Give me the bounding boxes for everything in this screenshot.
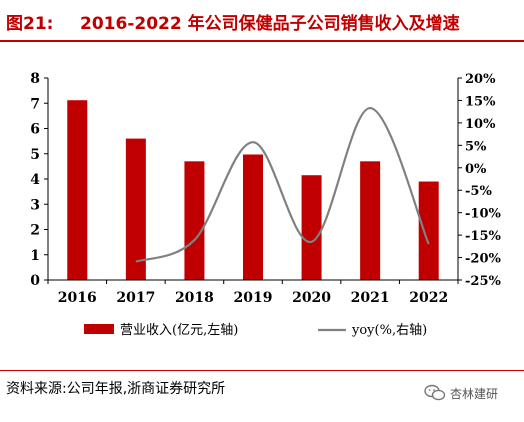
x-tick-label: 2022 [409, 290, 448, 306]
left-tick-label: 3 [30, 197, 40, 213]
bar-2022 [418, 181, 439, 280]
legend-line-label: yoy(%,右轴) [351, 323, 427, 338]
x-tick-label: 2019 [234, 290, 273, 306]
left-tick-label: 7 [30, 96, 40, 112]
left-tick-label: 2 [30, 223, 40, 239]
wechat-icon [424, 384, 446, 401]
watermark: 杏林建研 [424, 384, 498, 402]
bar-2016 [67, 100, 88, 280]
right-tick-label: -10% [465, 207, 501, 222]
x-axis-ticks: 2016 2017 2018 2019 2020 2021 2022 [58, 290, 448, 306]
x-tick-label: 2017 [116, 290, 155, 306]
left-tick-label: 5 [30, 147, 40, 163]
legend-bar-swatch [84, 324, 114, 334]
right-tick-label: -20% [465, 252, 501, 267]
left-tick-label: 6 [30, 122, 40, 138]
source-note: 资料来源:公司年报,浙商证券研究所 [6, 381, 226, 397]
figure-title: 2016-2022 年公司保健品子公司销售收入及增速 [80, 14, 460, 34]
right-tick-label: 0% [465, 162, 487, 177]
watermark-text: 杏林建研 [450, 386, 499, 401]
left-tick-label: 1 [30, 248, 40, 264]
left-tick-label: 8 [30, 71, 40, 87]
footer-rule [0, 370, 524, 371]
figure-header: 图21: 2016-2022 年公司保健品子公司销售收入及增速 [0, 0, 524, 40]
right-tick-label: -25% [465, 274, 501, 289]
yoy-line [135, 106, 430, 263]
bar-2021 [360, 161, 381, 280]
x-tick-label: 2018 [175, 290, 214, 306]
left-axis-ticks: 0 1 2 3 4 5 6 7 8 [30, 71, 48, 289]
bar-series [67, 100, 439, 280]
header-rule [0, 40, 524, 42]
right-axis-ticks: -25% -20% -15% -10% -5% 0% 5% 10% 15% 20% [458, 72, 501, 289]
right-tick-label: -15% [465, 229, 501, 244]
bar-2020 [301, 175, 322, 280]
bar-2018 [184, 161, 205, 280]
right-tick-label: -5% [465, 184, 492, 199]
x-tick-label: 2020 [292, 290, 331, 306]
left-tick-label: 4 [30, 172, 40, 188]
x-tick-label: 2021 [351, 290, 390, 306]
bar-2019 [243, 154, 263, 280]
revenue-chart: 0 1 2 3 4 5 6 7 8 -25% -20% -15% -10% -5% 0% 5% 10% 15% 2… [30, 71, 501, 338]
left-tick-label: 0 [30, 273, 40, 289]
right-tick-label: 20% [465, 72, 496, 87]
bar-2017 [125, 138, 146, 280]
x-tick-label: 2016 [58, 290, 97, 306]
right-tick-label: 10% [465, 117, 496, 132]
legend: 营业收入(亿元,左轴) yoy(%,右轴) [84, 323, 427, 338]
figure-number: 图21: [6, 14, 54, 34]
legend-bar-label: 营业收入(亿元,左轴) [120, 323, 238, 338]
right-tick-label: 5% [465, 139, 487, 154]
right-tick-label: 15% [465, 94, 496, 109]
